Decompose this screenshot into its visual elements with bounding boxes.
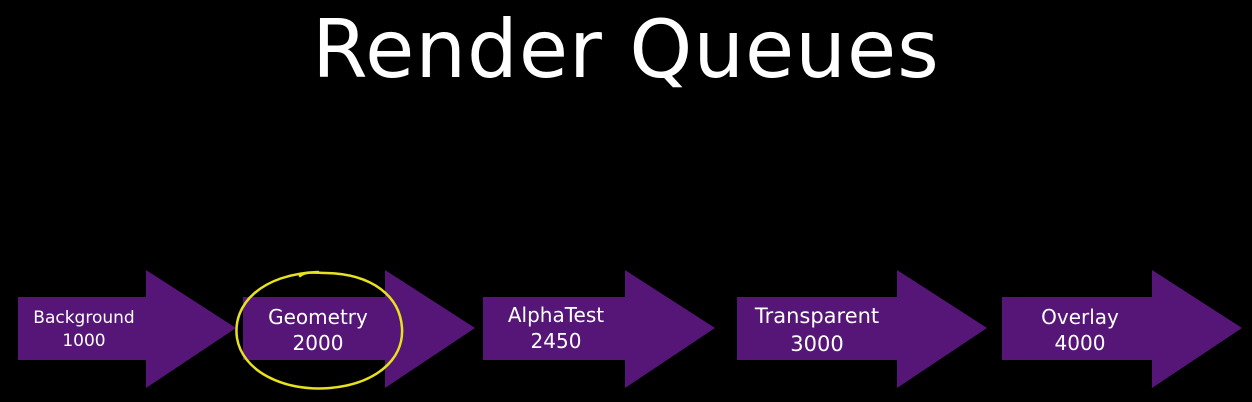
- queue-arrow-geometry: Geometry 2000: [243, 270, 475, 388]
- queue-arrow-alphatest: AlphaTest 2450: [483, 270, 715, 388]
- queue-value-transparent: 3000: [790, 332, 844, 356]
- queue-name-alphatest: AlphaTest: [507, 303, 605, 327]
- queue-arrow-background: Background 1000: [18, 270, 236, 388]
- queue-name-overlay: Overlay: [1041, 305, 1119, 329]
- arrow-shape: [1002, 270, 1242, 388]
- queue-name-transparent: Transparent: [754, 304, 880, 328]
- arrow-shape: [18, 270, 236, 388]
- slide-title: Render Queues: [312, 3, 940, 96]
- queue-arrow-overlay: Overlay 4000: [1002, 270, 1242, 388]
- queue-value-overlay: 4000: [1054, 331, 1106, 355]
- arrow-shape: [483, 270, 715, 388]
- queue-value-alphatest: 2450: [530, 329, 582, 353]
- queue-value-background: 1000: [62, 331, 106, 351]
- queue-name-geometry: Geometry: [268, 305, 368, 329]
- arrow-shape: [737, 270, 987, 388]
- queue-value-geometry: 2000: [292, 331, 344, 355]
- queue-arrow-transparent: Transparent 3000: [737, 270, 987, 388]
- queue-name-background: Background: [33, 308, 135, 328]
